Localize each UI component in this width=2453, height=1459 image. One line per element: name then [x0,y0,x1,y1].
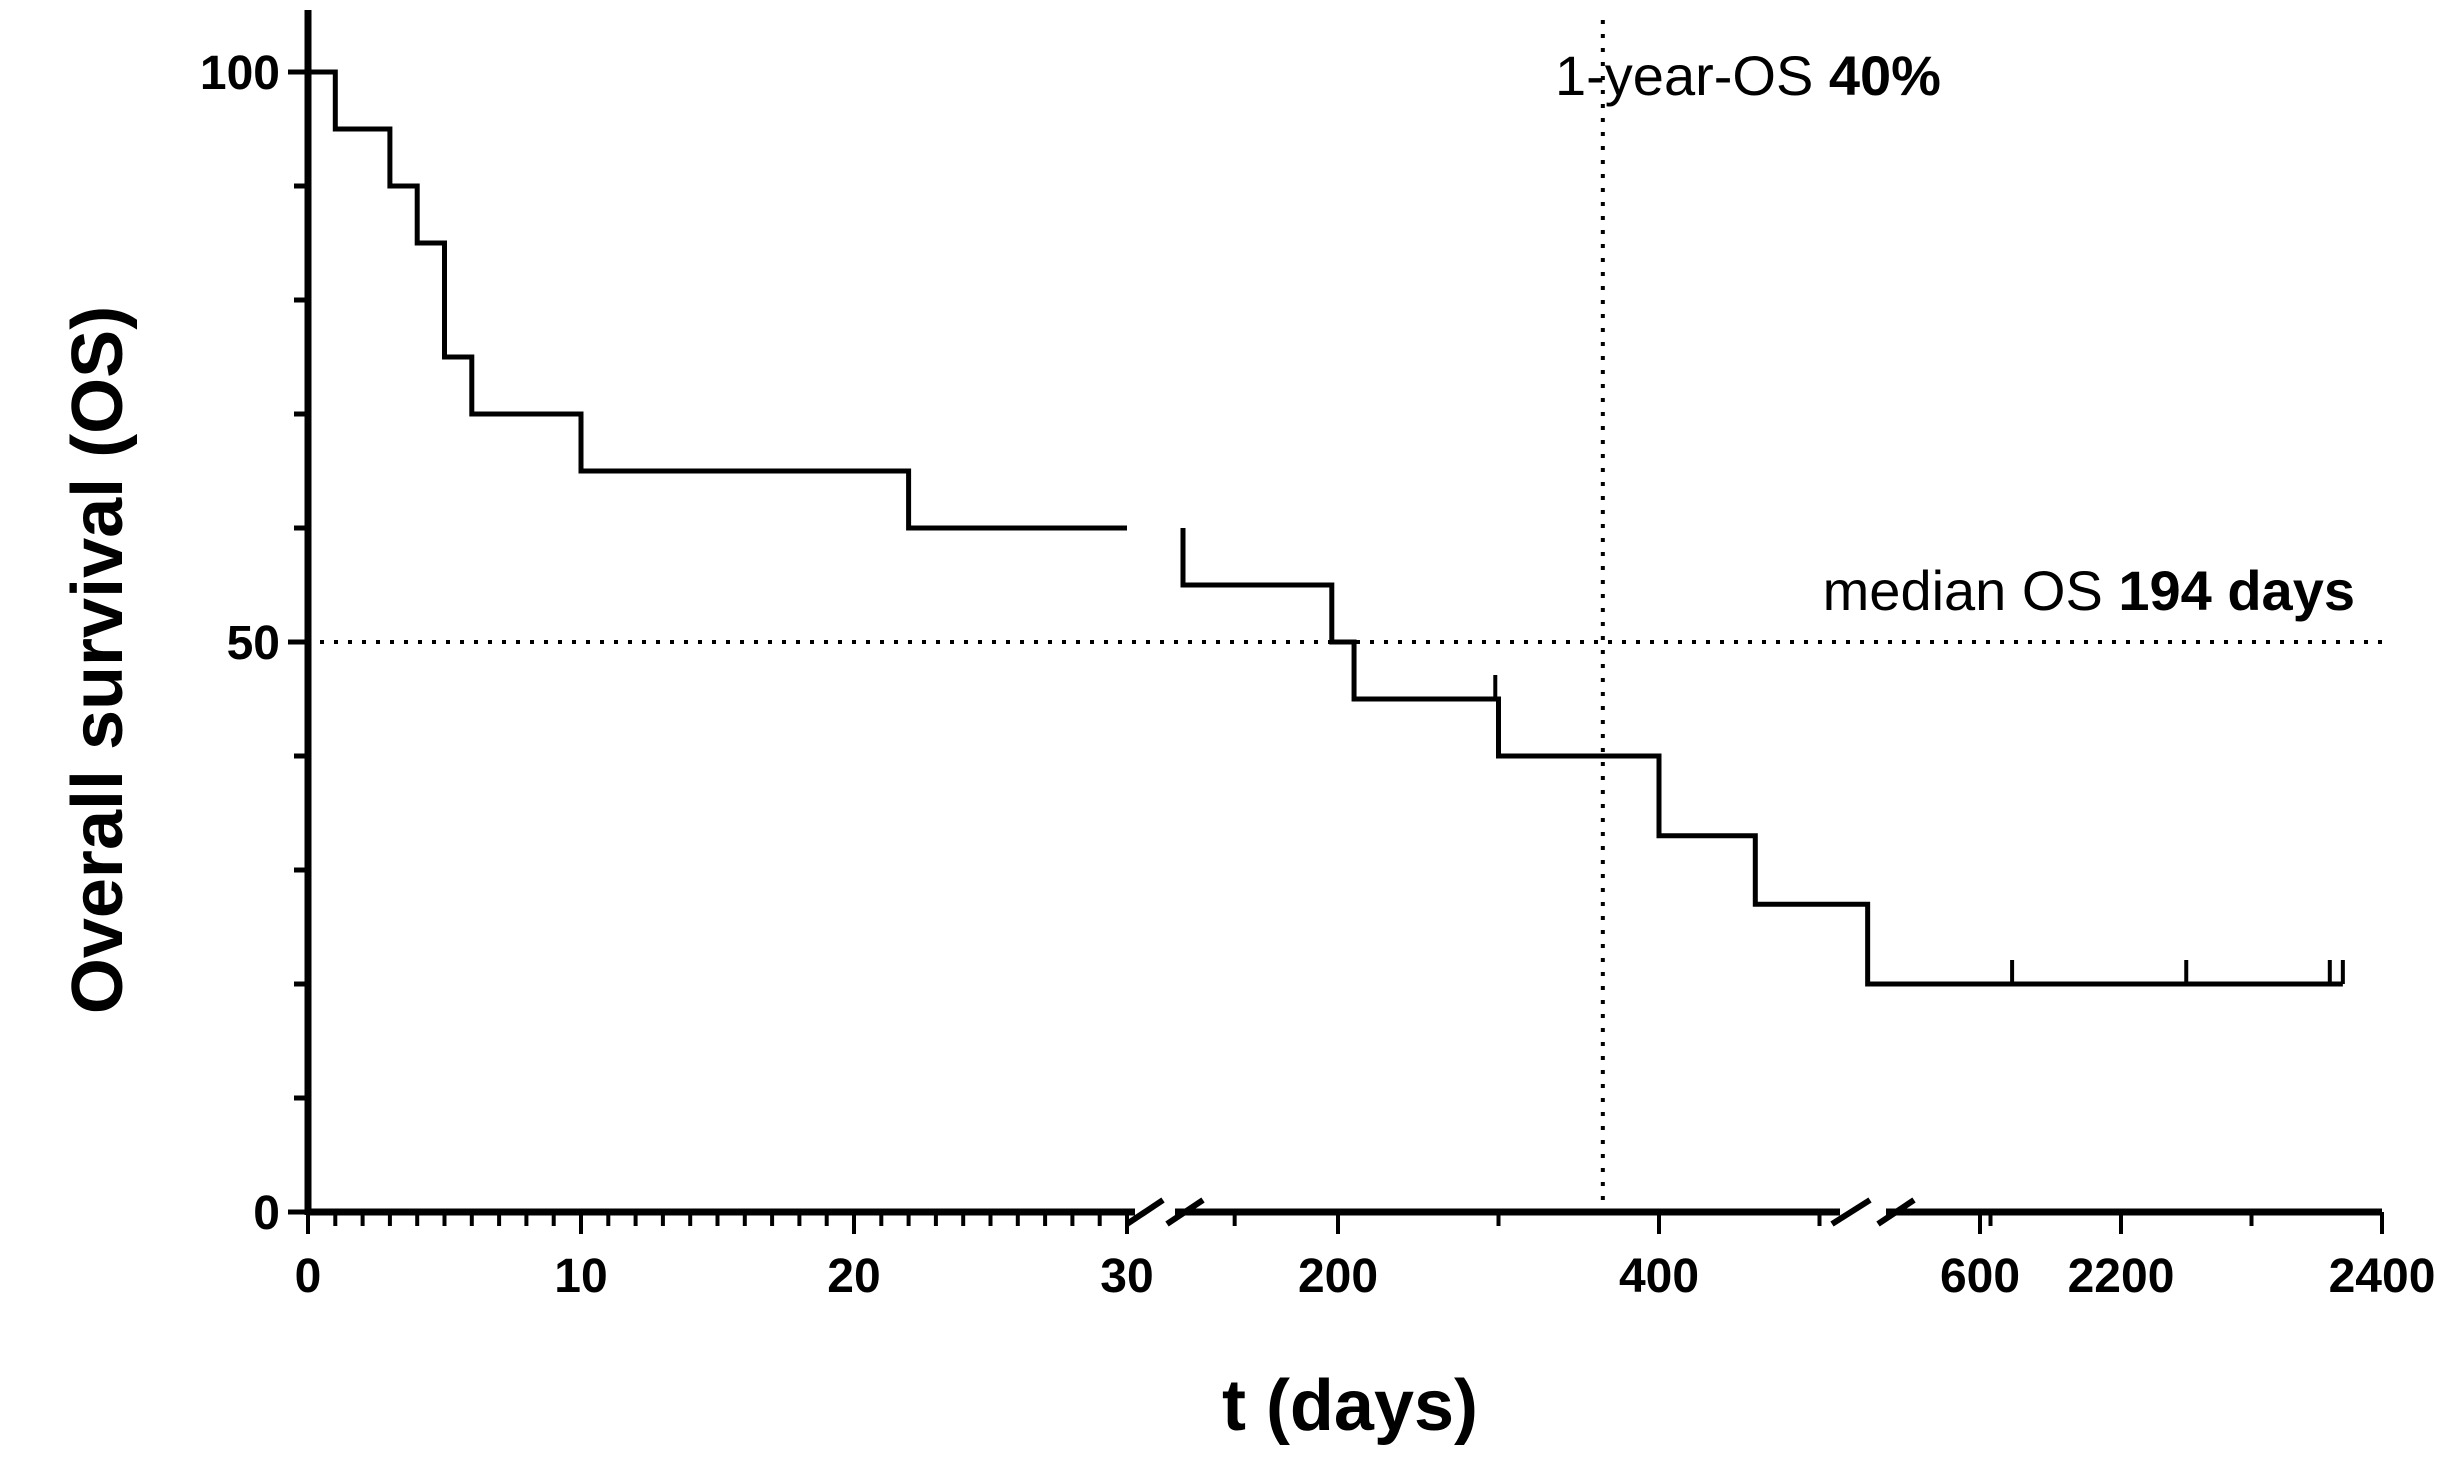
y-tick-label: 0 [253,1187,280,1240]
y-tick-label: 50 [227,617,280,670]
axis-break-mark [1125,1197,1165,1227]
y-tick-label: 100 [200,47,280,100]
survival-curve-segment-2 [1180,528,2061,987]
axis-break-mark [1830,1197,1872,1227]
y-axis-title: Overall survival (OS) [58,306,138,1014]
x-tick-label: 600 [1940,1250,2020,1303]
one-year-os-annotation: 1-year-OS 40% [1555,44,1941,107]
x-tick-label: 10 [554,1250,607,1303]
x-tick-label: 0 [295,1250,322,1303]
x-axis-title: t (days) [1222,1366,1478,1446]
axes: 0 50 100 0 10 20 30 200 400 600 2200 2400 [200,10,2435,1303]
median-os-annotation: median OS 194 days [1823,559,2355,622]
survival-curve [308,69,2345,987]
x-tick-label: 30 [1100,1250,1153,1303]
x-tick-label: 2200 [2068,1250,2175,1303]
x-tick-label: 200 [1298,1250,1378,1303]
x-tick-label: 2400 [2329,1250,2436,1303]
x-tick-label: 400 [1619,1250,1699,1303]
axis-break-mark [1876,1197,1916,1227]
survival-curve-segment-1 [308,69,1127,531]
x-tick-label: 20 [827,1250,880,1303]
reference-lines [320,20,2382,1212]
axis-break-mark [1165,1197,1205,1227]
